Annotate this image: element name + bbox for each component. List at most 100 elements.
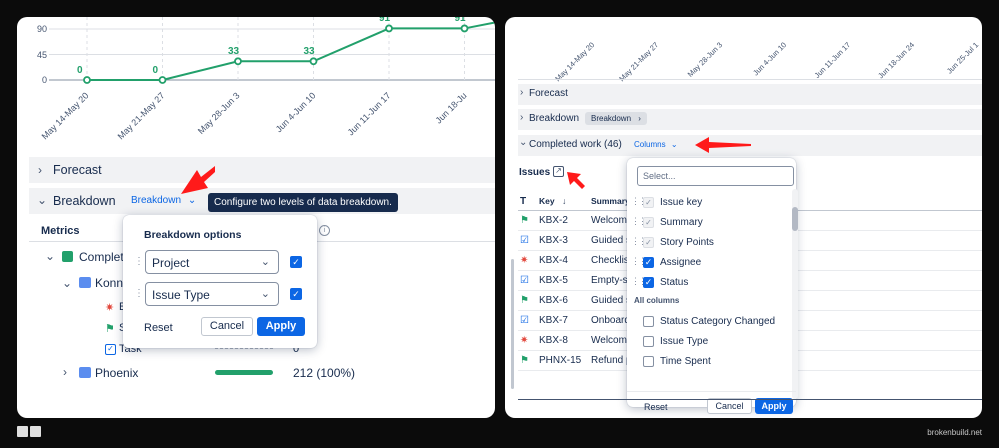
divider xyxy=(518,399,982,400)
story-icon: ⚑ xyxy=(520,355,529,366)
issue-key[interactable]: KBX-5 xyxy=(539,275,568,286)
divider xyxy=(518,79,982,80)
brand-logo-icon xyxy=(17,426,43,437)
breakdown-options-popup: Breakdown options ⋮⋮ Project ⌄ ✓ ⋮⋮ Issu… xyxy=(123,215,317,348)
summary-column-header[interactable]: Summary xyxy=(591,196,630,206)
breakdown-level1-select[interactable]: Project ⌄ xyxy=(145,250,279,274)
issue-key[interactable]: KBX-6 xyxy=(539,295,568,306)
drag-handle-icon[interactable]: ⋮⋮ xyxy=(631,236,647,246)
column-option-label: Story Points xyxy=(660,237,714,248)
forecast-title: Forecast xyxy=(529,88,568,99)
search-placeholder: Select... xyxy=(643,171,676,181)
reset-button[interactable]: Reset xyxy=(144,322,173,334)
issue-key[interactable]: KBX-2 xyxy=(539,215,568,226)
column-option[interactable]: Time Spent xyxy=(631,354,791,370)
chevron-down-icon: ⌄ xyxy=(260,288,270,300)
level2-checkbox[interactable]: ✓ xyxy=(290,288,302,300)
drag-handle-icon[interactable]: ⋮⋮ xyxy=(631,216,647,226)
issues-label: Issues xyxy=(519,167,551,178)
breakdown-dropdown-button[interactable]: Breakdown ⌄ xyxy=(131,195,196,206)
columns-search-input[interactable]: Select... xyxy=(637,166,794,186)
breakdown-tooltip: Configure two levels of data breakdown. xyxy=(208,193,398,212)
sort-arrow-icon: ↓ xyxy=(561,196,567,206)
issue-summary[interactable]: Refund p xyxy=(591,355,632,366)
issue-summary[interactable]: Empty-st xyxy=(591,275,631,286)
issue-summary[interactable]: Onboard xyxy=(591,315,630,326)
level1-checkbox[interactable]: ✓ xyxy=(290,256,302,268)
external-link-icon[interactable]: ↗ xyxy=(553,166,564,177)
tree-konnect-label: Konne xyxy=(95,276,130,290)
locked-checkbox: ✓ xyxy=(643,217,654,228)
y-tick-label: 90 xyxy=(36,24,47,34)
breakdown-chip[interactable]: Breakdown › xyxy=(585,112,647,125)
forecast-row[interactable]: › Forecast xyxy=(29,157,495,183)
chevron-down-icon[interactable]: ⌄ xyxy=(62,276,73,290)
column-option[interactable]: ⋮⋮ ✓ Issue key xyxy=(631,195,791,211)
popup-scrollbar[interactable] xyxy=(792,189,798,399)
forecast-title: Forecast xyxy=(53,163,102,177)
right-screenshot-panel: May 14-May 20 May 21-May 27 May 28-Jun 3 Ju… xyxy=(505,17,982,418)
locked-checkbox: ✓ xyxy=(643,197,654,208)
chevron-right-icon: › xyxy=(638,114,641,123)
column-option[interactable]: ⋮⋮ ✓ Story Points xyxy=(631,235,791,251)
data-label: 33 xyxy=(228,46,240,58)
issue-summary[interactable]: Checklist xyxy=(591,255,632,266)
data-label: 91 xyxy=(379,17,391,25)
issue-key[interactable]: KBX-3 xyxy=(539,235,568,246)
key-column-header[interactable]: Key ↓ xyxy=(539,196,566,206)
drag-handle-icon[interactable]: ⋮⋮ xyxy=(631,196,647,206)
apply-button[interactable]: Apply xyxy=(755,398,793,414)
column-checkbox[interactable] xyxy=(643,336,654,347)
cancel-button[interactable]: Cancel xyxy=(707,398,752,414)
forecast-row[interactable]: › Forecast xyxy=(518,84,982,105)
chevron-down-icon: ⌄ xyxy=(187,195,197,206)
popup-scroll-thumb[interactable] xyxy=(792,207,798,231)
drag-handle-icon[interactable]: ⋮⋮ xyxy=(134,256,152,267)
issue-key[interactable]: KBX-7 xyxy=(539,315,568,326)
columns-popup: Select... ⋮⋮ ✓ Issue key ⋮⋮ ✓ Summary ⋮⋮ ✓ Story… xyxy=(627,158,798,414)
column-checkbox[interactable] xyxy=(643,356,654,367)
breakdown-level2-select[interactable]: Issue Type ⌄ xyxy=(145,282,279,306)
issue-summary[interactable]: Guided s xyxy=(591,235,632,246)
column-option[interactable]: ⋮⋮ ✓ Summary xyxy=(631,215,791,231)
chevron-right-icon: › xyxy=(520,112,524,123)
drag-handle-icon[interactable]: ⋮⋮ xyxy=(631,256,647,266)
chevron-right-icon[interactable]: › xyxy=(63,365,67,379)
column-option[interactable]: ⋮⋮ ✓ Assignee xyxy=(631,255,791,271)
column-option[interactable]: Status Category Changed xyxy=(631,314,791,330)
chevron-right-icon: › xyxy=(38,163,42,177)
issue-summary[interactable]: Guided s xyxy=(591,295,632,306)
chevron-down-icon: ⌄ xyxy=(519,137,528,148)
annotation-arrow xyxy=(181,166,215,194)
chevron-down-icon: ⌄ xyxy=(260,256,270,268)
scrollbar[interactable] xyxy=(511,259,514,389)
data-point xyxy=(234,57,242,66)
breakdown-row[interactable]: › Breakdown Breakdown › xyxy=(518,109,982,130)
chevron-down-icon: ⌄ xyxy=(670,140,678,149)
chart-canvas xyxy=(49,17,495,84)
phoenix-progress-bar xyxy=(215,370,273,375)
column-option-label: Issue Type xyxy=(660,336,709,347)
issue-summary[interactable]: Welcome xyxy=(591,215,633,226)
issue-key[interactable]: PHNX-15 xyxy=(539,355,582,366)
drag-handle-icon[interactable]: ⋮⋮ xyxy=(134,288,152,299)
reset-button[interactable]: Reset xyxy=(644,402,668,412)
column-checkbox[interactable] xyxy=(643,316,654,327)
task-progress-bar xyxy=(215,348,273,351)
task-icon: ✓ xyxy=(105,344,116,355)
chevron-down-icon[interactable]: ⌄ xyxy=(45,249,56,263)
column-option[interactable]: Issue Type xyxy=(631,334,791,350)
issue-summary[interactable]: Welcome xyxy=(591,335,633,346)
issue-key[interactable]: KBX-4 xyxy=(539,255,568,266)
columns-dropdown-button[interactable]: Columns ⌄ xyxy=(634,140,678,149)
cancel-button[interactable]: Cancel xyxy=(201,317,253,336)
apply-button[interactable]: Apply xyxy=(257,317,305,336)
breakdown-title: Breakdown xyxy=(53,194,116,208)
column-option[interactable]: ⋮⋮ ✓ Status xyxy=(631,275,791,291)
issue-key[interactable]: KBX-8 xyxy=(539,335,568,346)
drag-handle-icon[interactable]: ⋮⋮ xyxy=(631,276,647,286)
column-checkbox[interactable]: ✓ xyxy=(643,277,654,288)
column-checkbox[interactable]: ✓ xyxy=(643,257,654,268)
annotation-arrow xyxy=(695,137,751,153)
data-point xyxy=(158,76,167,84)
